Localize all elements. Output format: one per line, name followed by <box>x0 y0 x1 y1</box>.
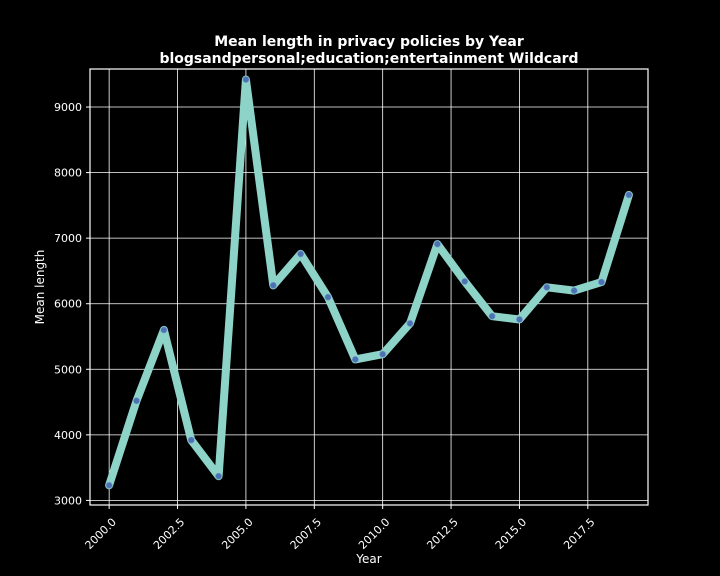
series-line <box>105 75 633 490</box>
tick-layer: 2000.0 2002.5 2005.0 2007.5 2010.0 2012.5 2015… <box>54 101 598 552</box>
data-point <box>570 287 578 294</box>
data-point <box>543 284 551 291</box>
x-tick-label: 2017.5 <box>561 516 597 552</box>
data-point <box>160 326 168 334</box>
x-tick-label: 2000.0 <box>83 516 119 552</box>
y-tick-label: 6000 <box>54 298 82 311</box>
data-point <box>105 482 113 489</box>
data-point <box>625 191 633 199</box>
x-tick-label: 2010.0 <box>356 516 392 552</box>
x-tick-label: 2012.5 <box>424 516 460 552</box>
x-tick-label: 2002.5 <box>151 516 187 552</box>
data-point <box>187 436 195 444</box>
chart-title: Mean length in privacy policies by Year <box>214 34 524 50</box>
series-layer <box>105 75 633 490</box>
data-point <box>215 472 222 480</box>
data-point <box>598 278 605 286</box>
data-point <box>488 312 496 320</box>
data-point <box>461 278 469 285</box>
plot-area-frame <box>89 68 649 506</box>
data-point <box>269 282 277 289</box>
data-point <box>516 316 523 323</box>
x-tick-label: 2015.0 <box>493 516 529 552</box>
x-tick-label: 2007.5 <box>288 516 324 552</box>
y-tick-label: 5000 <box>54 363 82 376</box>
grid-layer <box>90 69 648 505</box>
y-tick-label: 7000 <box>54 232 82 245</box>
y-tick-label: 4000 <box>54 429 82 442</box>
x-tick-label: 2005.0 <box>219 516 255 552</box>
axes-frame <box>89 68 649 506</box>
data-point <box>242 76 250 83</box>
x-axis-label: Year <box>355 552 381 566</box>
data-point <box>133 397 140 405</box>
data-point <box>379 350 386 358</box>
data-point <box>352 356 359 363</box>
chart-subtitle: blogsandpersonal;education;entertainment… <box>159 51 578 67</box>
y-tick-label: 8000 <box>54 167 82 180</box>
data-point <box>324 293 332 301</box>
y-tick-label: 3000 <box>54 494 82 507</box>
y-tick-label: 9000 <box>54 101 82 114</box>
y-axis-label: Mean length <box>33 250 47 325</box>
data-point <box>434 240 441 248</box>
data-point <box>406 320 414 327</box>
data-point <box>297 250 304 258</box>
